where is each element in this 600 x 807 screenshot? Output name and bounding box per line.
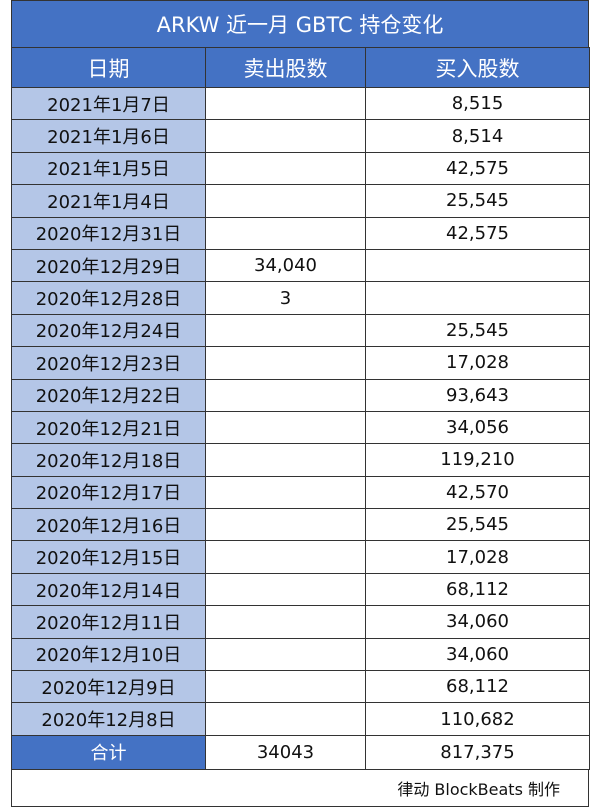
value-cell	[205, 670, 366, 704]
data-row: 2020年12月24日 25,545	[11, 313, 590, 348]
value-cell: 34043	[205, 734, 366, 770]
header-cell: 卖出股数	[205, 47, 366, 88]
date-cell: 2020年12月24日	[11, 313, 206, 348]
data-row: 2020年12月29日 34,040	[11, 248, 590, 283]
data-row: 2020年12月23日 17,028	[11, 346, 590, 380]
date-cell: 2020年12月8日	[11, 702, 206, 736]
data-row: 2020年12月9日 68,112	[11, 670, 590, 704]
value-cell: 8,515	[365, 86, 590, 121]
header-cell: 买入股数	[365, 47, 590, 88]
date-cell: 2021年1月7日	[11, 86, 206, 121]
value-cell	[205, 540, 366, 574]
date-cell: 2020年12月23日	[11, 346, 206, 380]
sheet: ARKW 近一月 GBTC 持仓变化 日期 卖出股数 买入股数 2021年1月7日 8…	[11, 0, 590, 807]
title: ARKW 近一月 GBTC 持仓变化	[11, 0, 589, 47]
value-cell: 25,545	[365, 184, 590, 218]
header-row: 日期 卖出股数 买入股数	[11, 47, 590, 88]
value-cell	[365, 281, 590, 315]
data-row: 2020年12月16日 25,545	[11, 508, 590, 542]
data-row: 2020年12月11日 34,060	[11, 605, 590, 639]
value-cell	[205, 410, 366, 445]
value-cell	[205, 605, 366, 639]
value-cell	[205, 702, 366, 736]
table: 日期 卖出股数 买入股数 2021年1月7日 8,515 2021年1月6日 8,514 2…	[11, 47, 590, 770]
value-cell: 25,545	[365, 313, 590, 348]
value-cell	[205, 313, 366, 348]
value-cell: 3	[205, 281, 366, 315]
value-cell: 34,060	[365, 637, 590, 672]
value-cell	[205, 378, 366, 412]
value-cell: 119,210	[365, 443, 590, 477]
date-cell: 2020年12月18日	[11, 443, 206, 477]
date-cell: 2021年1月6日	[11, 119, 206, 153]
value-cell: 34,056	[365, 410, 590, 445]
value-cell: 817,375	[365, 734, 590, 770]
data-row: 2020年12月31日 42,575	[11, 216, 590, 250]
date-cell: 2020年12月11日	[11, 605, 206, 639]
total-row: 合计 34043 817,375	[11, 734, 590, 770]
data-row: 2020年12月8日 110,682	[11, 702, 590, 736]
date-cell: 2020年12月31日	[11, 216, 206, 250]
date-cell: 2020年12月9日	[11, 670, 206, 704]
data-row: 2021年1月7日 8,515	[11, 86, 590, 121]
value-cell	[205, 637, 366, 672]
data-row: 2020年12月10日 34,060	[11, 637, 590, 672]
value-cell: 42,570	[365, 475, 590, 510]
date-cell: 2020年12月22日	[11, 378, 206, 412]
value-cell: 8,514	[365, 119, 590, 153]
date-cell: 2021年1月5日	[11, 151, 206, 186]
value-cell	[205, 119, 366, 153]
data-row: 2020年12月22日 93,643	[11, 378, 590, 412]
date-cell: 2021年1月4日	[11, 184, 206, 218]
date-cell: 2020年12月10日	[11, 637, 206, 672]
value-cell	[205, 86, 366, 121]
value-cell: 93,643	[365, 378, 590, 412]
data-row: 2021年1月4日 25,545	[11, 184, 590, 218]
data-row: 2020年12月28日 3	[11, 281, 590, 315]
date-cell: 2020年12月29日	[11, 248, 206, 283]
value-cell: 25,545	[365, 508, 590, 542]
date-cell: 2020年12月14日	[11, 572, 206, 607]
value-cell: 42,575	[365, 216, 590, 250]
value-cell: 68,112	[365, 670, 590, 704]
value-cell: 34,040	[205, 248, 366, 283]
data-row: 2020年12月21日 34,056	[11, 410, 590, 445]
date-cell: 2020年12月16日	[11, 508, 206, 542]
value-cell: 42,575	[365, 151, 590, 186]
table-body: 2021年1月7日 8,515 2021年1月6日 8,514 2021年1月5日 42,…	[11, 86, 590, 770]
value-cell: 34,060	[365, 605, 590, 639]
data-row: 2020年12月18日 119,210	[11, 443, 590, 477]
footer: 律动 BlockBeats 制作	[11, 769, 589, 807]
data-row: 2021年1月5日 42,575	[11, 151, 590, 186]
value-cell: 17,028	[365, 346, 590, 380]
data-row: 2020年12月14日 68,112	[11, 572, 590, 607]
value-cell: 110,682	[365, 702, 590, 736]
date-cell: 2020年12月15日	[11, 540, 206, 574]
value-cell: 68,112	[365, 572, 590, 607]
value-cell	[205, 572, 366, 607]
value-cell	[205, 508, 366, 542]
value-cell	[205, 443, 366, 477]
data-row: 2020年12月17日 42,570	[11, 475, 590, 510]
header-cell: 日期	[11, 47, 206, 88]
date-cell: 2020年12月28日	[11, 281, 206, 315]
data-row: 2020年12月15日 17,028	[11, 540, 590, 574]
value-cell: 17,028	[365, 540, 590, 574]
date-cell: 2020年12月21日	[11, 410, 206, 445]
value-cell	[205, 216, 366, 250]
date-cell: 合计	[11, 734, 206, 770]
value-cell	[205, 151, 366, 186]
data-row: 2021年1月6日 8,514	[11, 119, 590, 153]
date-cell: 2020年12月17日	[11, 475, 206, 510]
value-cell	[205, 346, 366, 380]
value-cell	[205, 475, 366, 510]
value-cell	[365, 248, 590, 283]
value-cell	[205, 184, 366, 218]
